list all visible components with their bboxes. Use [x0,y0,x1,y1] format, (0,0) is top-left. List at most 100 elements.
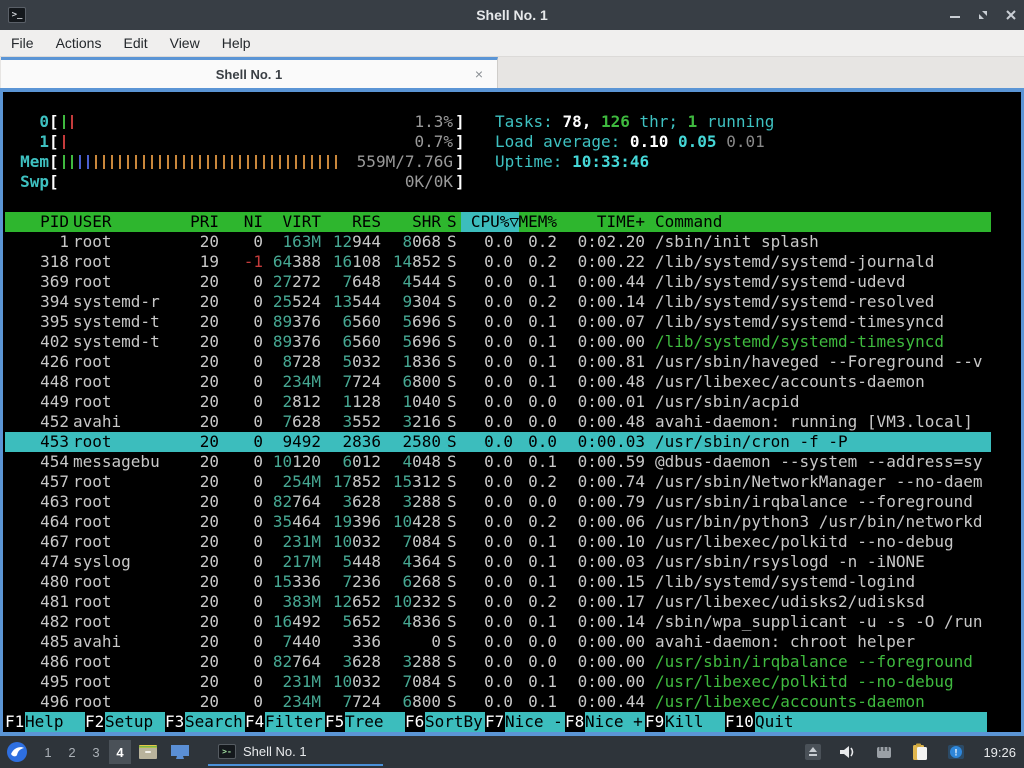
col-header-time: TIME+ [596,212,645,231]
workspace-1[interactable]: 1 [44,744,52,760]
process-row-402[interactable]: 402 systemd-t 20 0 89376 6560 5696 S 0.0 0.1 0:00.… [40,332,944,351]
fkey-f1[interactable]: F1 [5,712,25,732]
fkey-f8[interactable]: F8 [565,712,585,732]
col-header-command: Command [655,212,723,231]
clipboard-icon[interactable] [910,742,930,762]
eject-removable-icon[interactable] [804,743,822,761]
process-row-454[interactable]: 454 messagebu 20 0 10120 6012 4048 S 0.0 0.1 0:00.… [40,452,983,471]
meter-bar-green [63,155,65,169]
workspace-4-active[interactable]: 4 [109,740,131,764]
workspace-3[interactable]: 3 [92,744,100,760]
col-header-cpu-sorted[interactable]: CPU%▽ [461,212,519,232]
process-row-448[interactable]: 448 root 20 0 234M 7724 6800 S 0.0 0.1 0:00.48/usr… [40,372,925,391]
fkey-f5[interactable]: F5 [325,712,345,732]
process-row-426[interactable]: 426 root 20 0 8728 5032 1836 S 0.0 0.1 0:00.81/usr… [40,352,983,371]
process-row-482[interactable]: 482 root 20 0 16492 5652 4836 S 0.0 0.1 0:00.14/sb… [40,612,983,631]
process-row-485[interactable]: 485 avahi 20 0 7440 336 0 S 0.0 0.0 0:00.00 avahi-d… [40,632,916,651]
load-average: Load average: 0.10 0.05 0.01 [5,132,1019,152]
process-row-464[interactable]: 464 root 20 0 35464 19396 10428 S 0.0 0.2 0:00.06/… [40,512,983,531]
fkey-f9[interactable]: F9 [645,712,665,732]
fkey-action-sortby[interactable]: SortBy [425,712,485,732]
fkey-action-nice[interactable]: Nice + [585,712,645,732]
fkey-f7[interactable]: F7 [485,712,505,732]
meter-value: 559M/7.76G [356,152,453,171]
volume-icon[interactable] [838,743,858,761]
uptime-text: Uptime: 10:33:46 [495,152,650,171]
process-row-467[interactable]: 467 root 20 0 231M 10032 7084 S 0.0 0.1 0:00.10/us… [40,532,954,551]
menu-edit[interactable]: Edit [123,35,148,51]
fkey-f6[interactable]: F6 [405,712,425,732]
file-manager-icon[interactable] [137,742,159,762]
load-average-text: Load average: 0.10 0.05 0.01 [495,132,765,151]
col-header-res: RES [352,212,381,231]
meter-bar-orange [135,155,137,169]
fkey-f2[interactable]: F2 [85,712,105,732]
fkey-action-setup[interactable]: Setup [105,712,165,732]
process-row-474[interactable]: 474 syslog 20 0 217M 5448 4364 S 0.0 0.1 0:00.03/u… [40,552,925,571]
process-table-header: PID USER PRI NI VIRT RES SHR S CPU%▽ MEM% TIME+ Com… [5,212,991,232]
process-row-457[interactable]: 457 root 20 0 254M 17852 15312 S 0.0 0.2 0:00.74/u… [40,472,983,491]
meter-label: 1 [39,132,49,151]
menu-actions[interactable]: Actions [55,35,102,51]
process-row-495[interactable]: 495 root 20 0 231M 10032 7084 S 0.0 0.1 0:00.00/us… [40,672,954,691]
meter-bar-orange [103,155,105,169]
menu-file[interactable]: File [11,35,34,51]
network-icon[interactable] [874,743,894,761]
fkey-f3[interactable]: F3 [165,712,185,732]
process-row-453[interactable]: 453 root 20 0 9492 2836 2580 S 0.0 0.0 0:00.03/usr… [5,432,991,452]
process-row-1[interactable]: 1 root 20 0 163M 12944 8068 S 0.0 0.2 0:02.20/sbin… [59,232,819,251]
fkey-action-help[interactable]: Help [25,712,85,732]
meter-bar-orange [311,155,313,169]
fkey-f4[interactable]: F4 [245,712,265,732]
meter-bar-orange [255,155,257,169]
meter-bar-orange [223,155,225,169]
process-row-486[interactable]: 486 root 20 0 82764 3628 3288 S 0.0 0.0 0:00.00/us… [40,652,973,671]
window-title: Shell No. 1 [476,7,548,23]
svg-text:!: ! [955,748,958,758]
uptime: Uptime: 10:33:46 [5,152,1019,172]
tab-shell-no-1[interactable]: Shell No. 1 × [1,57,498,88]
fkey-action-quit[interactable]: Quit [755,712,987,732]
process-row-395[interactable]: 395 systemd-t 20 0 89376 6560 5696 S 0.0 0.1 0:00.… [40,312,944,331]
process-row-394[interactable]: 394 systemd-r 20 0 25524 13544 9304 S 0.0 0.2 0:00… [40,292,935,311]
meter-bar-orange [303,155,305,169]
fkey-f10[interactable]: F10 [725,712,755,732]
meter-value: 0K/0K [404,172,453,191]
meter-bar-orange [271,155,273,169]
show-desktop-icon[interactable] [169,743,191,761]
process-row-496[interactable]: 496 root 20 0 234M 7724 6800 S 0.0 0.1 0:00.44/usr… [40,692,925,711]
taskbar-task-shell[interactable]: >- Shell No. 1 [208,738,383,766]
close-button[interactable] [1004,8,1018,22]
terminal-htop[interactable]: 0[1.3%] 1[0.7%] Mem[559M/7.76G] Swp[0K/0K] T… [0,92,1024,736]
meter-bar-orange [279,155,281,169]
process-row-452[interactable]: 452 avahi 20 0 7628 3552 3216 S 0.0 0.0 0:00.48 ava… [40,412,973,431]
fkey-action-tree[interactable]: Tree [345,712,405,732]
tab-close-icon[interactable]: × [474,66,484,82]
meter-bar-green [63,115,65,129]
meter-bar-orange [215,155,217,169]
menu-help[interactable]: Help [221,35,251,51]
lubuntu-menu-icon[interactable] [6,741,28,763]
process-row-449[interactable]: 449 root 20 0 2812 1128 1040 S 0.0 0.0 0:00.01/usr… [40,392,800,411]
meter-1: 1[0.7%] [5,132,1019,152]
meter-bar-orange [183,155,185,169]
notification-icon[interactable]: ! [946,742,966,762]
fkey-action-search[interactable]: Search [185,712,245,732]
meter-label: 0 [39,112,49,131]
fkey-action-kill[interactable]: Kill [665,712,725,732]
process-row-463[interactable]: 463 root 20 0 82764 3628 3288 S 0.0 0.0 0:00.79/us… [40,492,973,511]
process-row-481[interactable]: 481 root 20 0 383M 12652 10232 S 0.0 0.2 0:00.17/u… [40,592,925,611]
process-row-480[interactable]: 480 root 20 0 15336 7236 6268 S 0.0 0.1 0:00.15/li… [40,572,916,591]
meter-bar-orange [295,155,297,169]
maximize-button[interactable] [976,8,990,22]
task-terminal-icon: >- [218,743,236,759]
meter-label: Mem [20,152,49,171]
workspace-2[interactable]: 2 [68,744,76,760]
minimize-button[interactable] [948,8,962,22]
process-row-369[interactable]: 369 root 20 0 27272 7648 4544 S 0.0 0.1 0:00.44/li… [40,272,906,291]
fkey-action-nice[interactable]: Nice - [505,712,565,732]
menu-view[interactable]: View [169,35,200,51]
fkey-action-filter[interactable]: Filter [265,712,325,732]
process-row-318[interactable]: 318 root 19 -1 64388 16108 14852 S 0.0 0.2 0:00.22… [40,252,935,271]
